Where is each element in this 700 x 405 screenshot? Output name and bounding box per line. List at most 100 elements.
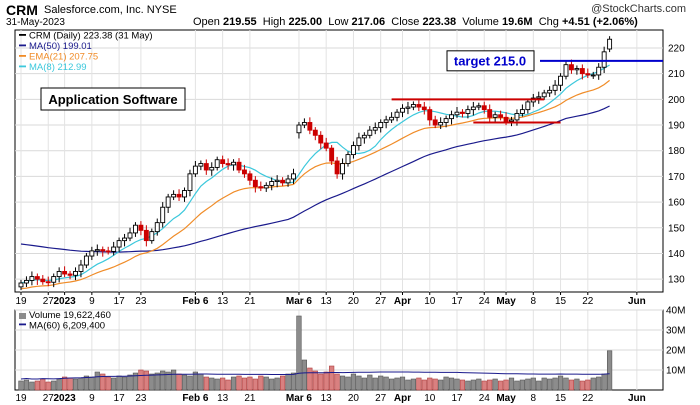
volume-x-tick-label: 8: [531, 393, 537, 404]
volume-bar: [476, 378, 482, 391]
candle-body: [410, 104, 416, 108]
volume-bar: [258, 375, 264, 391]
volume-bar: [160, 370, 166, 391]
volume-label: Volume: [462, 16, 499, 28]
volume-x-tick-label: Apr: [394, 393, 411, 404]
candle-body: [361, 134, 367, 139]
legend-swatch: [19, 65, 26, 68]
volume-bar: [416, 377, 422, 391]
volume-bar: [51, 380, 57, 391]
candle-body: [291, 173, 296, 180]
volume-bar: [454, 378, 460, 391]
volume-bar: [18, 380, 24, 391]
candle-body: [149, 231, 155, 242]
volume-legend-swatch: [19, 313, 26, 319]
price-tick-label: 210: [668, 69, 685, 80]
volume-legend-entry: Volume 19,622,460: [29, 310, 111, 321]
volume-bar: [111, 377, 117, 391]
volume-bar: [514, 380, 520, 391]
x-tick-label: 17: [451, 296, 463, 307]
price-grid: [15, 30, 663, 292]
x-tick-label: 13: [217, 296, 229, 307]
candle-body: [94, 249, 100, 252]
volume-bar: [568, 379, 575, 391]
candle-body: [100, 249, 106, 252]
candle-body: [122, 237, 128, 242]
volume-bar: [285, 373, 291, 391]
volume-bar: [579, 380, 585, 391]
volume-x-tick-label: 27: [375, 393, 387, 404]
volume-bar: [541, 377, 547, 391]
candle-body: [45, 281, 51, 284]
volume-bar: [72, 378, 79, 391]
candle-body: [67, 273, 73, 276]
candle-body: [503, 116, 509, 122]
volume-bar: [296, 315, 302, 391]
volume-x-tick-label: 9: [89, 393, 95, 404]
price-tick-label: 180: [668, 146, 685, 157]
candle-body: [301, 122, 307, 126]
candle-body: [579, 68, 585, 75]
legend-entry: MA(50) 199.01: [29, 41, 92, 52]
volume-x-tick-label: Jun: [628, 393, 646, 404]
volume-bar: [94, 371, 100, 391]
candle-body: [56, 271, 62, 278]
volume-bar: [339, 375, 346, 391]
low-label: Low: [328, 16, 349, 28]
volume-x-tick-label: 2023: [53, 393, 76, 404]
candle-body: [601, 51, 607, 68]
volume-bar: [67, 377, 73, 391]
candle-body: [220, 159, 226, 165]
volume-bar: [290, 372, 297, 391]
volume-bar: [585, 379, 591, 391]
volume-bar: [236, 375, 242, 391]
volume-bar: [590, 377, 596, 391]
volume-bar: [121, 376, 128, 391]
volume-bar: [274, 377, 280, 391]
candle-body: [62, 271, 68, 275]
volume-bar: [492, 378, 498, 391]
candle-body: [470, 106, 476, 111]
legend-swatch: [19, 34, 26, 36]
candle-body: [465, 109, 471, 114]
candle-body: [427, 109, 433, 121]
volume-bar: [606, 350, 613, 391]
volume-bar: [508, 377, 515, 391]
candle-body: [18, 282, 24, 288]
price-tick-label: 190: [668, 121, 685, 132]
candle-body: [247, 173, 253, 181]
candle-body: [29, 276, 35, 281]
volume-bar: [220, 377, 226, 391]
candle-body: [258, 186, 264, 189]
volume-x-tick-label: Mar 6: [286, 393, 313, 404]
volume-bar: [405, 379, 411, 391]
candle-body: [443, 118, 449, 123]
volume-bar: [536, 380, 542, 391]
volume-bar: [40, 378, 46, 391]
candle-body: [40, 278, 46, 283]
volume-bar: [78, 377, 84, 391]
candle-body: [585, 73, 591, 76]
volume-bar: [350, 373, 357, 391]
candle-body: [132, 224, 138, 234]
candle-body: [165, 196, 171, 208]
volume-bar: [154, 372, 160, 391]
volume-x-tick-label: Feb 6: [182, 393, 209, 404]
candle-body: [192, 165, 198, 175]
volume-bar: [438, 379, 444, 391]
volume-bar: [138, 369, 144, 391]
volume-y-axis: 10M 20M 30M 40M: [666, 306, 685, 377]
candle-body: [176, 193, 182, 198]
volume-bar: [263, 376, 269, 391]
candle-body: [263, 184, 269, 189]
volume-bar: [89, 376, 95, 391]
volume-bar: [432, 378, 438, 391]
price-tick-label: 200: [668, 95, 685, 106]
volume-tick-label: 40M: [666, 306, 685, 317]
volume-x-tick-label: 27: [43, 393, 55, 404]
ohlc-readout: Open 219.55 High 225.00 Low 217.06 Close…: [193, 16, 638, 28]
volume-bar: [171, 369, 177, 391]
x-tick-label: 27: [375, 296, 387, 307]
open-label: Open: [193, 16, 220, 28]
